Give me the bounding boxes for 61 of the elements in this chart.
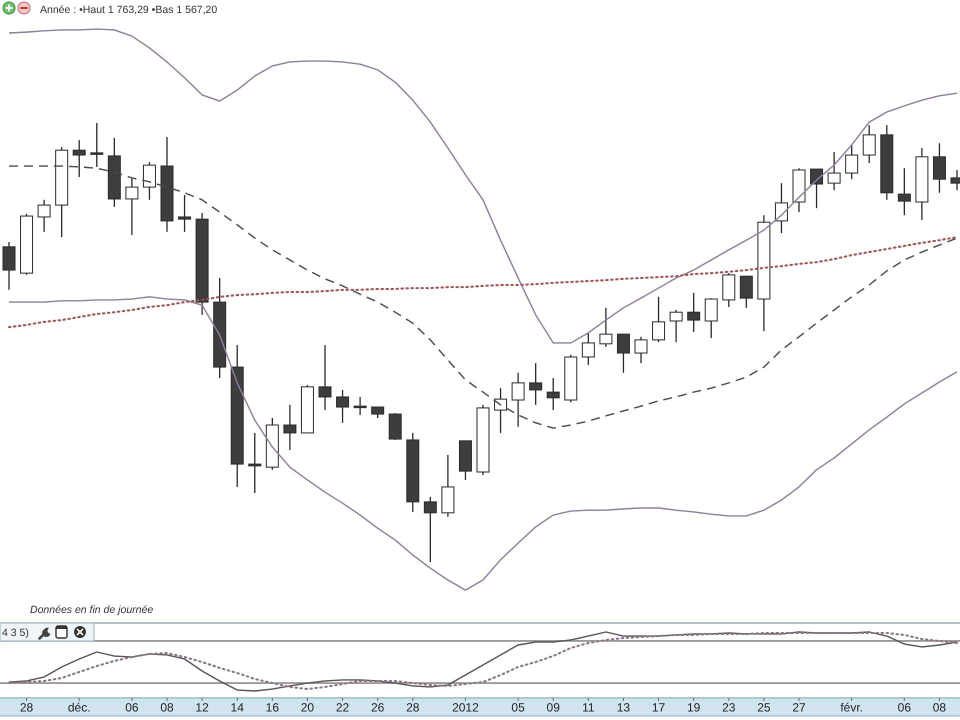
candlestick — [283, 404, 296, 451]
candlestick — [774, 182, 788, 234]
x-tick-label: 08 — [160, 700, 174, 714]
candlestick — [862, 124, 876, 164]
candlestick — [687, 292, 700, 333]
candlestick — [634, 336, 648, 364]
candlestick — [810, 168, 824, 209]
candlestick — [582, 332, 595, 366]
x-tick-label: 17 — [652, 700, 666, 714]
x-tick-label: 26 — [370, 700, 385, 714]
candlestick — [424, 496, 437, 563]
x-tick-label: 14 — [230, 700, 244, 714]
x-tick-label: 27 — [792, 700, 806, 714]
candlestick — [652, 296, 666, 343]
candlestick — [616, 334, 630, 374]
candlestick — [512, 372, 525, 428]
x-tick-label: 25 — [757, 700, 771, 714]
candlestick — [38, 199, 51, 233]
candlestick — [845, 144, 858, 180]
candlestick — [2, 241, 16, 290]
candlestick — [704, 298, 718, 339]
x-tick-label: 20 — [300, 700, 314, 714]
x-tick-label: 06 — [898, 700, 912, 714]
candlestick — [318, 344, 332, 411]
candlestick — [354, 396, 367, 416]
x-tick-label: 13 — [616, 700, 630, 714]
candlestick — [178, 194, 192, 233]
candlestick — [932, 142, 946, 194]
candlestick — [494, 388, 508, 434]
candlestick — [72, 139, 86, 178]
chart-title: 4 3 5) — [2, 627, 29, 639]
x-tick-label: 28 — [20, 700, 34, 714]
candlestick — [898, 168, 911, 216]
candlestick — [529, 362, 542, 406]
x-tick-label: 19 — [686, 700, 701, 714]
x-tick-label: déc. — [68, 700, 91, 714]
candlestick — [371, 406, 384, 419]
x-tick-label: févr. — [840, 700, 864, 714]
candlestick — [336, 389, 350, 424]
text: Année : •Haut 1 763,29 •Bas 1 567,20 — [40, 4, 218, 16]
candlestick — [670, 309, 683, 343]
candlestick — [248, 432, 262, 494]
candlestick — [546, 377, 560, 411]
x-tick-label: 05 — [511, 700, 526, 714]
candlestick — [740, 276, 753, 308]
text: Données en fin de journée — [30, 604, 154, 616]
candlestick — [828, 151, 841, 191]
candlestick — [125, 177, 138, 236]
x-tick-label: 28 — [406, 700, 420, 714]
x-tick-label: 06 — [125, 700, 139, 714]
candlestick — [90, 122, 104, 168]
x-tick-label: 22 — [336, 700, 350, 714]
x-tick-label: 12 — [195, 700, 210, 714]
x-tick-label: 11 — [582, 700, 595, 714]
candlestick — [142, 161, 156, 200]
x-tick-label: 08 — [932, 700, 946, 714]
x-tick-label: 23 — [722, 700, 736, 714]
x-tick-label: 09 — [546, 700, 560, 714]
x-tick-label: 2012 — [452, 700, 480, 714]
x-tick-label: 16 — [266, 700, 280, 714]
candlestick — [599, 307, 612, 348]
